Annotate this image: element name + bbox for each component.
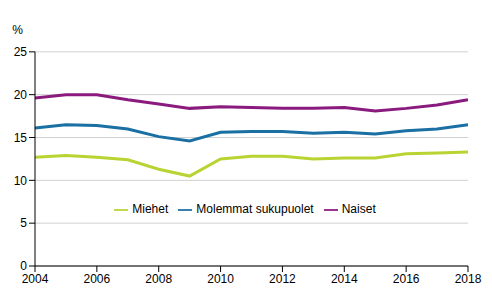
svg-text:2018: 2018	[455, 272, 482, 286]
svg-text:2006: 2006	[84, 272, 111, 286]
svg-text:%: %	[12, 23, 23, 37]
svg-text:2008: 2008	[145, 272, 172, 286]
svg-text:15: 15	[14, 131, 28, 145]
svg-text:2016: 2016	[393, 272, 420, 286]
svg-text:2014: 2014	[331, 272, 358, 286]
svg-text:5: 5	[20, 216, 27, 230]
svg-text:2012: 2012	[269, 272, 296, 286]
svg-text:0: 0	[20, 259, 27, 273]
html-text:Naiset: Naiset	[341, 202, 376, 216]
html-text:Miehet: Miehet	[132, 202, 169, 216]
svg-text:2010: 2010	[207, 272, 234, 286]
svg-text:20: 20	[14, 88, 28, 102]
svg-text:25: 25	[14, 45, 28, 59]
svg-text:2004: 2004	[22, 272, 49, 286]
html-text:Molemmat sukupuolet: Molemmat sukupuolet	[196, 202, 314, 216]
svg-text:10: 10	[14, 174, 28, 188]
